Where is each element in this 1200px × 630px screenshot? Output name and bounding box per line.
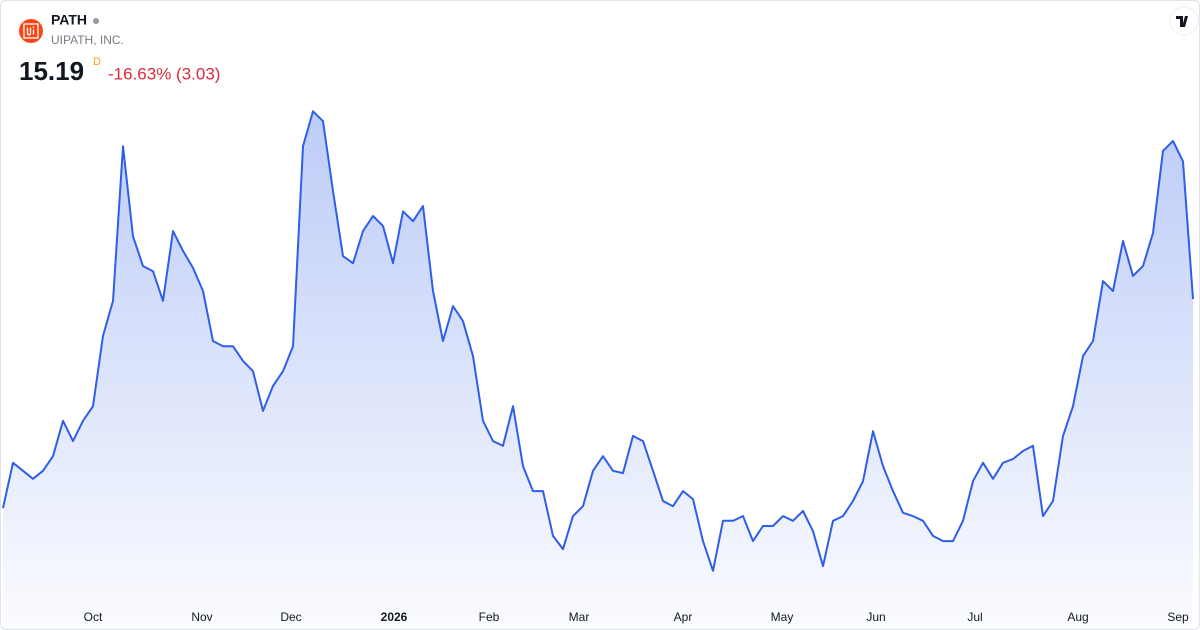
company: UIPATH, INC. [51, 33, 124, 47]
tv-logo[interactable] [1169, 6, 1199, 36]
price: 15.19 [19, 56, 84, 86]
x-tick-label: Nov [191, 610, 212, 624]
x-tick-label: 2026 [381, 610, 408, 624]
change: -16.63% (3.03) [108, 64, 220, 83]
x-tick-label: Jul [967, 610, 982, 624]
x-tick-label: Aug [1067, 610, 1088, 624]
area-fill [3, 111, 1193, 629]
x-tick-label: Mar [569, 610, 590, 624]
logo [19, 19, 43, 43]
x-tick-label: Jun [866, 610, 885, 624]
x-tick-label: Dec [280, 610, 301, 624]
price-line [2, 110, 1194, 572]
x-tick-label: Apr [674, 610, 693, 624]
x-tick-label: Oct [84, 610, 103, 624]
interval: D [93, 56, 101, 68]
x-tick-label: Sep [1167, 610, 1189, 624]
x-tick-label: Feb [479, 610, 500, 624]
x-tick-label: May [771, 610, 794, 624]
symbol: PATH [51, 12, 87, 28]
status-dot [93, 18, 99, 24]
